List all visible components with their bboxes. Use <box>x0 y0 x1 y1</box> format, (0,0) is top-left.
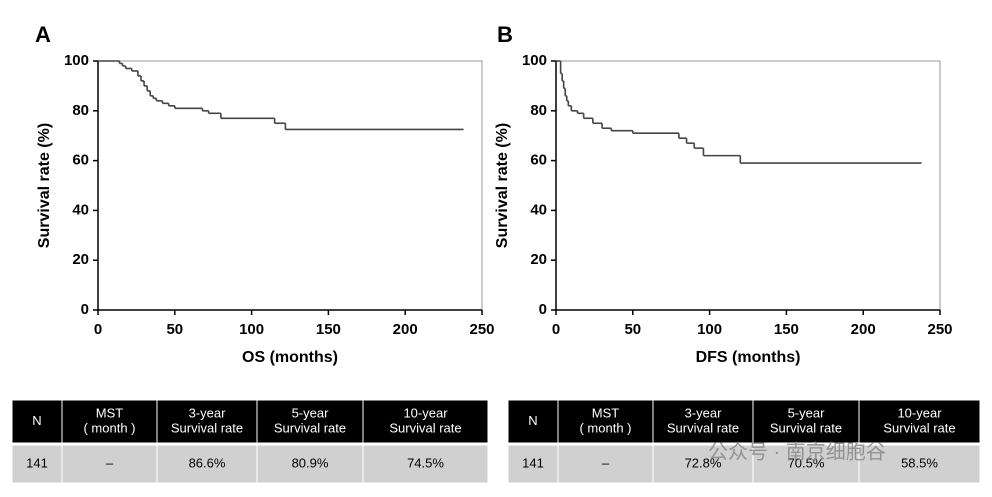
x-tick-label: 0 <box>94 321 102 338</box>
data-cell <box>858 444 981 484</box>
x-tick-label: 0 <box>552 321 560 338</box>
data-cell <box>752 444 860 484</box>
header-text: MST <box>592 405 620 420</box>
header-text: Survival rate <box>667 420 739 435</box>
cell-text: 58.5% <box>901 455 938 470</box>
cell-text: 72.8% <box>685 455 722 470</box>
header-cell <box>858 399 981 444</box>
x-tick-label: 150 <box>316 321 341 338</box>
y-tick-label: 80 <box>72 102 89 119</box>
header-text: 3-year <box>685 405 723 420</box>
panel-label: B <box>497 22 513 47</box>
data-cell <box>362 444 489 484</box>
cell-text: 141 <box>522 455 544 470</box>
x-tick-label: 50 <box>166 321 183 338</box>
header-text: 5-year <box>292 405 330 420</box>
x-tick-label: 50 <box>624 321 641 338</box>
header-text: 10-year <box>897 405 942 420</box>
header-cell <box>256 399 364 444</box>
cell-text: 141 <box>26 455 48 470</box>
watermark: 公众号 · 南京细胞谷 <box>708 440 886 463</box>
cell-text: 70.5% <box>788 455 825 470</box>
y-axis-label: Survival rate (%) <box>494 123 511 248</box>
header-cell <box>557 399 654 444</box>
x-tick-label: 100 <box>697 321 722 338</box>
header-text: Survival rate <box>770 420 842 435</box>
data-cell <box>652 444 754 484</box>
data-cell <box>61 444 158 484</box>
cell-text: 86.6% <box>189 455 226 470</box>
header-text: MST <box>96 405 124 420</box>
x-tick-label: 200 <box>851 321 876 338</box>
header-text: Survival rate <box>389 420 461 435</box>
x-tick-label: 250 <box>927 321 952 338</box>
cell-text: – <box>106 455 114 470</box>
y-tick-label: 0 <box>81 301 89 318</box>
header-cell <box>362 399 489 444</box>
x-axis-label: DFS (months) <box>696 349 801 366</box>
header-cell <box>156 399 258 444</box>
header-text: ( month ) <box>83 420 135 435</box>
x-tick-label: 150 <box>774 321 799 338</box>
header-text: Survival rate <box>171 420 243 435</box>
y-tick-label: 80 <box>530 102 547 119</box>
header-text: Survival rate <box>883 420 955 435</box>
header-text: N <box>528 413 537 428</box>
y-tick-label: 100 <box>64 52 89 69</box>
cell-text: 74.5% <box>407 455 444 470</box>
data-cell <box>156 444 258 484</box>
header-text: Survival rate <box>274 420 346 435</box>
header-text: ( month ) <box>579 420 631 435</box>
data-cell <box>256 444 364 484</box>
cell-text: – <box>602 455 610 470</box>
header-text: 5-year <box>788 405 826 420</box>
header-text: 10-year <box>403 405 448 420</box>
x-tick-label: 100 <box>239 321 264 338</box>
y-tick-label: 20 <box>530 251 547 268</box>
header-text: N <box>32 413 41 428</box>
y-axis-label: Survival rate (%) <box>36 123 53 248</box>
header-cell <box>652 399 754 444</box>
x-axis-label: OS (months) <box>242 349 338 366</box>
data-cell <box>557 444 654 484</box>
x-tick-label: 200 <box>393 321 418 338</box>
y-tick-label: 0 <box>539 301 547 318</box>
panel-label: A <box>35 22 51 47</box>
header-cell <box>11 399 63 444</box>
data-cell <box>11 444 63 484</box>
y-tick-label: 20 <box>72 251 89 268</box>
y-tick-label: 60 <box>72 152 89 169</box>
y-tick-label: 100 <box>522 52 547 69</box>
y-tick-label: 40 <box>72 201 89 218</box>
header-text: 3-year <box>189 405 227 420</box>
x-tick-label: 250 <box>469 321 494 338</box>
header-cell <box>752 399 860 444</box>
cell-text: 80.9% <box>292 455 329 470</box>
y-tick-label: 60 <box>530 152 547 169</box>
y-tick-label: 40 <box>530 201 547 218</box>
